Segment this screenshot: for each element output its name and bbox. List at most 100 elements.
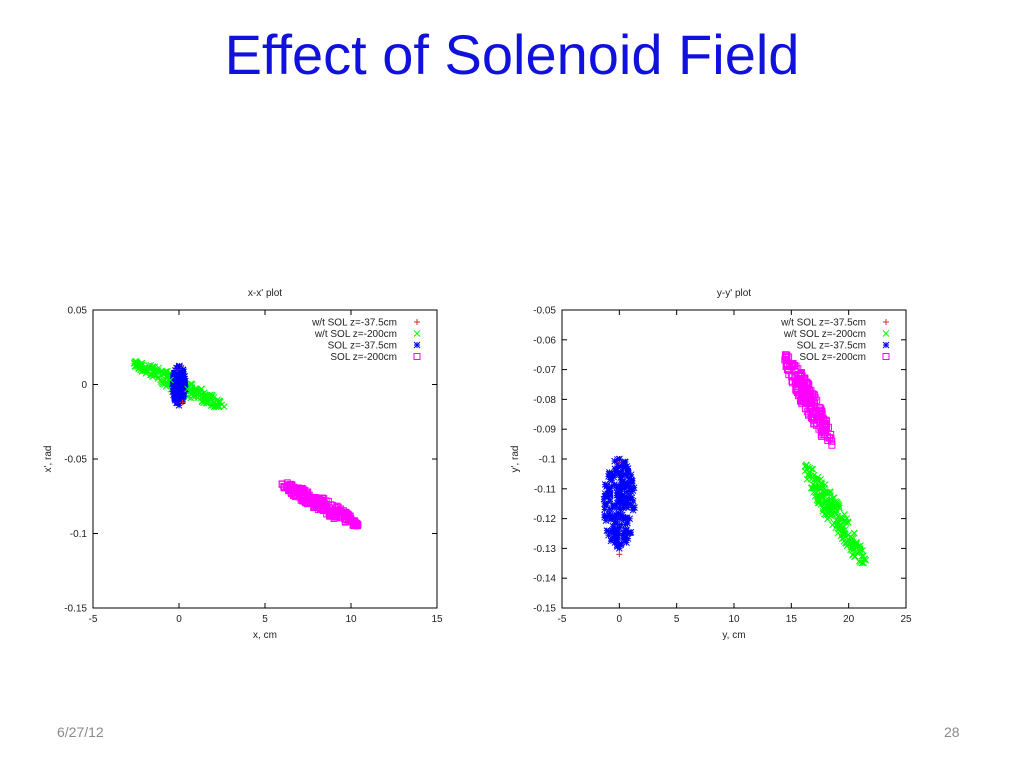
cloud-marker [813,476,821,484]
data-point [338,512,346,520]
y-tick-label: -0.07 [533,365,556,376]
data-point [827,437,835,445]
data-point [810,476,818,484]
cloud-marker [187,394,195,402]
cloud-marker [817,475,825,483]
legend-label: SOL z=-200cm [799,352,866,363]
cloud-marker [314,506,322,514]
cloud-marker [841,530,849,538]
cloud-marker [783,353,791,361]
data-point [184,385,191,393]
cloud-marker [812,482,819,490]
data-point [304,494,312,502]
legend-label: SOL z=-37.5cm [328,341,397,352]
cloud-marker [805,471,812,478]
legend-marker [413,330,421,337]
y-tick-label: -0.1 [539,455,557,466]
x-tick-label: -5 [558,614,567,625]
cloud-marker [808,484,816,491]
legend-marker [883,319,889,325]
cloud-marker [603,527,611,534]
cloud-marker [618,521,625,528]
data-point [822,428,830,436]
legend-marker [413,341,421,349]
data-point [167,376,174,384]
cloud-marker [829,521,836,529]
cloud-marker [609,522,617,530]
y-tick-label: -0.08 [533,395,556,406]
cloud-marker [334,508,342,516]
data-point [354,521,362,529]
cloud-marker [601,500,608,508]
y-tick-label: -0.06 [533,335,556,346]
slide-title: Effect of Solenoid Field [224,23,800,86]
data-point [828,506,835,514]
cloud-marker [622,514,630,522]
cloud-marker [624,465,632,472]
data-point [278,480,286,488]
data-point [149,367,157,375]
y-tick-label: -0.14 [533,574,556,585]
y-yprime-chart: y-y' plot -5 0 5 10 15 20 25 -0.15 -0.14 -0.13 -0.1… [496,280,922,650]
cloud-marker [854,542,862,550]
data-point [799,386,807,394]
x-tick-label: 5 [262,614,268,625]
data-point [287,485,295,493]
y-tick-label: -0.05 [533,306,556,317]
cloud-marker [844,518,852,526]
data-point [158,372,166,379]
cloud-marker [837,532,845,540]
x-tick-label: 15 [431,614,443,625]
cloud-marker [827,430,835,438]
data-point [313,498,321,506]
data-point [615,530,623,537]
data-point [797,378,805,386]
cloud-marker [605,473,612,480]
x-tick-label: 15 [786,614,798,625]
data-point [616,551,623,558]
cloud-marker [628,485,635,493]
legend-marker [882,341,890,349]
cloud-marker [823,508,831,516]
x-xprime-chart: x-x' plot -5 0 5 10 15 -0.15 -0.1 -0.05 0 0.05 x, c… [30,280,450,650]
cloud-marker [856,542,864,550]
data-point [802,461,810,469]
cloud-marker [610,504,618,512]
x-xprime-chart-svg: x-x' plot -5 0 5 10 15 -0.15 -0.1 -0.05 0 0.05 x, c… [43,288,443,641]
data-point [347,516,355,524]
y-tick-label: -0.05 [64,455,87,466]
data-point [813,413,821,421]
data-point [141,364,148,372]
data-point [617,506,624,514]
legend-marker [413,353,421,360]
cloud-marker [848,534,856,542]
data-point [616,515,624,522]
cloud-marker [343,510,351,518]
legend-label: SOL z=-200cm [330,352,397,363]
cloud-marker [314,496,322,504]
y-tick-label: -0.15 [64,604,87,615]
legend-label: w/t SOL z=-37.5cm [311,318,397,329]
cloud-marker [851,529,858,537]
data-point [130,360,138,367]
cloud-marker [798,395,806,403]
cloud-marker [796,397,804,405]
cloud-marker [820,424,828,432]
data-point [851,545,858,552]
data-point [833,518,841,525]
x-tick-label: -5 [89,614,98,625]
x-axis-label: y, cm [722,630,745,641]
cloud-marker [828,496,835,503]
series-points [782,351,835,445]
data-point [326,509,334,517]
cloud-marker [198,398,206,406]
x-tick-label: 20 [843,614,855,625]
y-tick-label: -0.09 [533,425,556,436]
series-points [802,461,870,564]
series-points [173,363,185,409]
slide-date: 6/27/12 [57,724,104,740]
legend-marker [882,330,890,337]
data-point [174,393,182,400]
chart-title: x-x' plot [248,288,282,299]
